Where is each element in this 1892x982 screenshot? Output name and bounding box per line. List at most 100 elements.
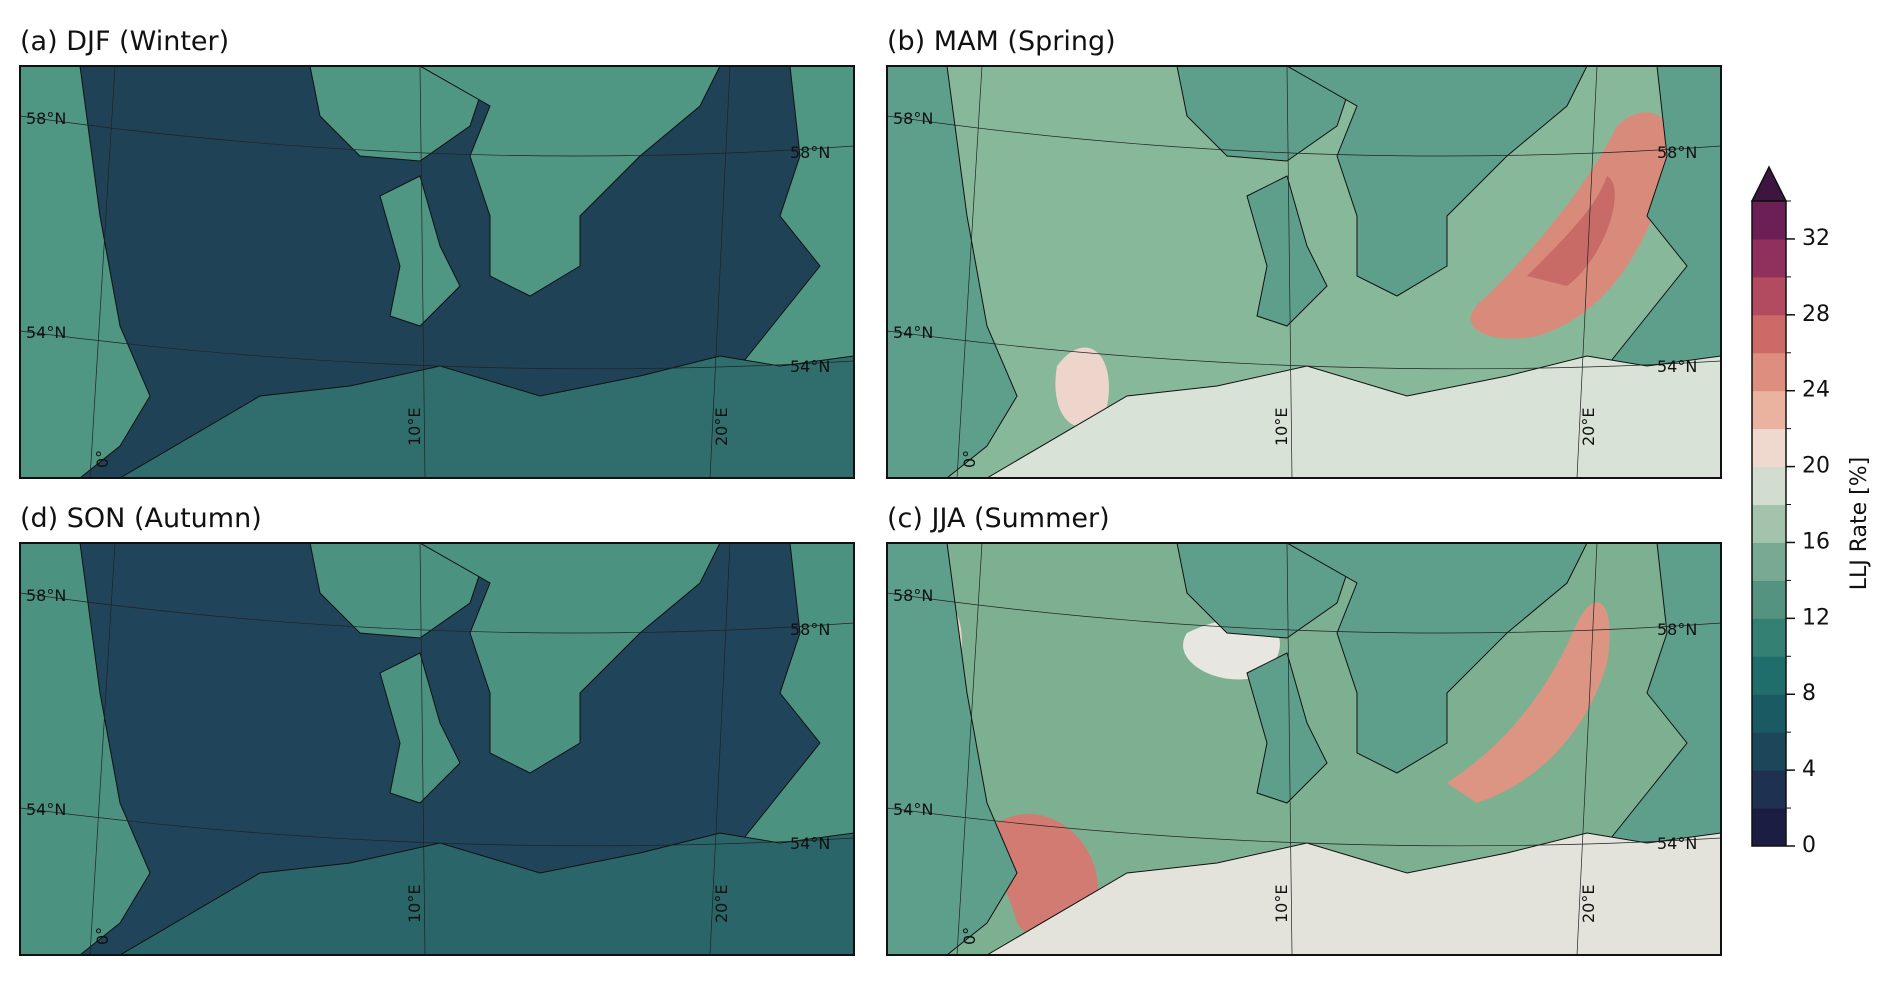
colorbar-tick-label: 16 (1802, 529, 1830, 554)
panel-frame (19, 65, 855, 479)
colorbar-label: LLJ Rate [%] (1847, 457, 1872, 591)
lat-line (887, 330, 1721, 370)
colorbar-band (1752, 466, 1786, 506)
lon-label: 0° (93, 450, 112, 468)
lon-line (956, 543, 983, 955)
lat-label: 54°N (790, 834, 830, 853)
lon-line (709, 543, 731, 955)
colorbar-tick-label: 32 (1802, 226, 1830, 251)
land (986, 355, 1721, 478)
colorbar-tick-label: 28 (1802, 302, 1830, 327)
colorbar-band (1752, 201, 1786, 240)
colorbar-band (1752, 276, 1786, 316)
lon-line (419, 543, 426, 955)
land (379, 652, 461, 804)
colorbar-band (1752, 390, 1786, 430)
map-content (20, 543, 854, 955)
panel-title: (b) MAM (Spring) (887, 26, 1116, 57)
map-content (887, 543, 1721, 955)
map-content (887, 66, 1721, 478)
panel-frame (886, 542, 1722, 956)
rate-region (1470, 112, 1673, 339)
lat-label: 58°N (893, 109, 933, 128)
colorbar-tick-label: 0 (1802, 833, 1816, 858)
lon-label: 10°E (1272, 408, 1291, 446)
land (1246, 652, 1328, 804)
lat-label: 58°N (790, 620, 830, 639)
lon-label: 0° (960, 927, 979, 945)
lon-label: 10°E (405, 885, 424, 923)
lon-label: 20°E (1579, 885, 1598, 923)
colorbar-band (1752, 428, 1786, 468)
colorbar-extend (1750, 165, 1788, 202)
lon-line (1286, 543, 1293, 955)
lon-label: 20°E (1579, 408, 1598, 446)
land (1285, 66, 1588, 297)
colorbar-band (1752, 618, 1786, 657)
lon-line (1576, 66, 1598, 478)
lat-label: 58°N (26, 109, 66, 128)
colorbar-tick-label: 12 (1802, 605, 1830, 630)
lat-line (887, 115, 1721, 157)
panel-frame (886, 65, 1722, 479)
map-panel: 58°N 58°N 54°N 54°N 0° 10°E 20°E (19, 65, 855, 479)
rate-region (1055, 347, 1109, 427)
lat-label: 58°N (893, 586, 933, 605)
map-panel: 58°N 58°N 54°N 54°N 0° 10°E 20°E (886, 65, 1722, 479)
lat-line (20, 592, 854, 634)
colorbar-tick-label: 8 (1802, 681, 1816, 706)
lat-label: 58°N (790, 143, 830, 162)
map-panel: 58°N 58°N 54°N 54°N 0° 10°E 20°E (19, 542, 855, 956)
colorbar-band (1752, 770, 1786, 809)
lat-label: 54°N (26, 323, 66, 342)
lon-line (709, 66, 731, 478)
lat-line (20, 115, 854, 157)
colorbar-band (1752, 694, 1786, 733)
colorbar-band (1752, 580, 1786, 619)
lat-label: 54°N (790, 357, 830, 376)
colorbar-band (1752, 656, 1786, 695)
lon-line (1286, 66, 1293, 478)
colorbar-frame (1751, 200, 1787, 847)
lat-label: 54°N (1657, 834, 1697, 853)
rate-region (1527, 176, 1615, 286)
colorbar-band (1752, 314, 1786, 354)
lon-line (956, 66, 983, 478)
lon-line (419, 66, 426, 478)
panel-frame (19, 542, 855, 956)
lat-label: 58°N (1657, 143, 1697, 162)
land (1176, 66, 1358, 162)
land (887, 543, 1018, 955)
lon-label: 20°E (712, 885, 731, 923)
lat-label: 54°N (893, 323, 933, 342)
colorbar-band (1752, 238, 1786, 278)
land (119, 355, 854, 478)
land (887, 66, 1018, 478)
lon-line (1576, 543, 1598, 955)
colorbar-band (1752, 808, 1786, 847)
lat-label: 54°N (1657, 357, 1697, 376)
lat-line (887, 592, 1721, 634)
colorbar-tick-label: 20 (1802, 454, 1830, 479)
lon-label: 0° (960, 450, 979, 468)
lon-line (89, 66, 116, 478)
lat-label: 58°N (26, 586, 66, 605)
land (20, 66, 151, 478)
lat-label: 58°N (1657, 620, 1697, 639)
land (1246, 175, 1328, 327)
colorbar-band (1752, 732, 1786, 771)
land (309, 66, 491, 162)
panel-title: (c) JJA (Summer) (887, 503, 1110, 534)
lat-label: 54°N (893, 800, 933, 819)
land (418, 543, 721, 774)
lon-label: 10°E (405, 408, 424, 446)
map-panel: 58°N 58°N 54°N 54°N 0° 10°E 20°E (886, 542, 1722, 956)
panel-title: (d) SON (Autumn) (20, 503, 262, 534)
land (1285, 543, 1588, 774)
lon-label: 10°E (1272, 885, 1291, 923)
lat-label: 54°N (26, 800, 66, 819)
land (986, 832, 1721, 955)
lon-label: 20°E (712, 408, 731, 446)
land (20, 543, 151, 955)
panel-title: (a) DJF (Winter) (20, 26, 229, 57)
